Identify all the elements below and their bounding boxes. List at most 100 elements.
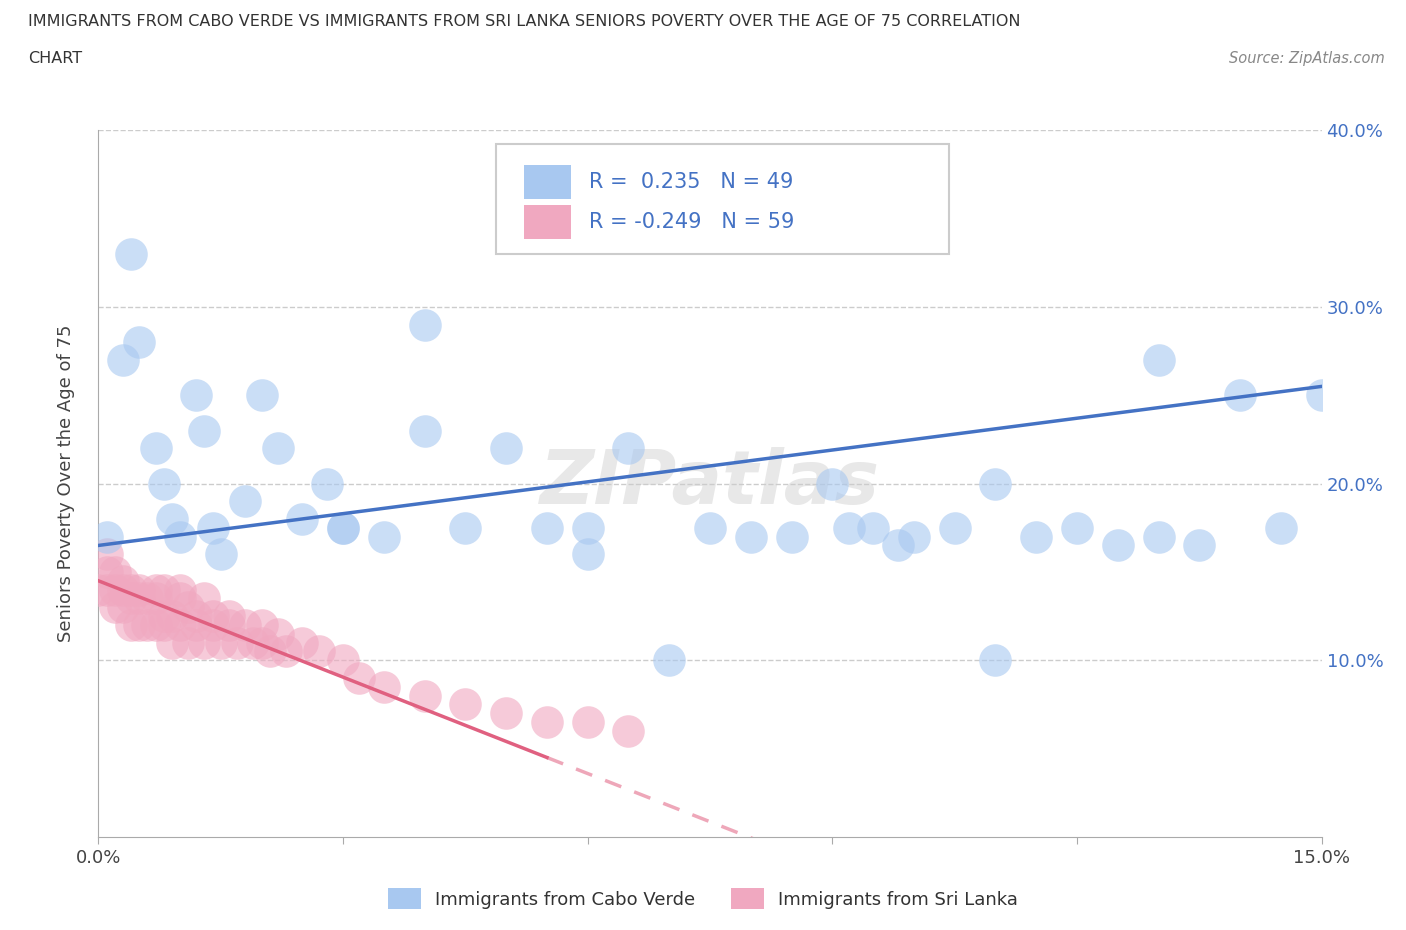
FancyBboxPatch shape bbox=[496, 144, 949, 254]
Text: R =  0.235   N = 49: R = 0.235 N = 49 bbox=[589, 172, 793, 192]
Point bbox=[186, 618, 208, 632]
Point bbox=[160, 635, 183, 650]
Point bbox=[152, 609, 174, 624]
Point bbox=[250, 388, 273, 403]
Point bbox=[332, 521, 354, 536]
Point bbox=[226, 635, 249, 650]
Point bbox=[780, 529, 803, 544]
Point bbox=[332, 653, 354, 668]
Point bbox=[145, 582, 167, 597]
Bar bbox=[524, 206, 571, 239]
Point bbox=[617, 441, 640, 456]
Point bbox=[1025, 529, 1047, 544]
Point bbox=[169, 591, 191, 606]
Point bbox=[349, 671, 371, 685]
Point bbox=[617, 724, 640, 738]
Point bbox=[454, 698, 477, 712]
Point bbox=[495, 706, 517, 721]
Point bbox=[193, 591, 215, 606]
Point bbox=[128, 335, 150, 350]
Point bbox=[169, 582, 191, 597]
Point bbox=[943, 521, 966, 536]
Point bbox=[699, 521, 721, 536]
Point bbox=[291, 512, 314, 526]
Point bbox=[308, 644, 330, 659]
Point bbox=[233, 494, 256, 509]
Point bbox=[218, 609, 240, 624]
Point bbox=[152, 476, 174, 491]
Point bbox=[120, 582, 142, 597]
Point bbox=[104, 565, 127, 579]
Point bbox=[186, 388, 208, 403]
Point bbox=[152, 582, 174, 597]
Point bbox=[177, 600, 200, 615]
Point bbox=[104, 582, 127, 597]
Point bbox=[903, 529, 925, 544]
Point bbox=[315, 476, 337, 491]
Point bbox=[136, 591, 159, 606]
Point bbox=[193, 423, 215, 438]
Point bbox=[984, 653, 1007, 668]
Point bbox=[1310, 388, 1333, 403]
Text: R = -0.249   N = 59: R = -0.249 N = 59 bbox=[589, 212, 794, 232]
Point bbox=[1066, 521, 1088, 536]
Point bbox=[186, 609, 208, 624]
Point bbox=[136, 618, 159, 632]
Point bbox=[250, 618, 273, 632]
Point bbox=[128, 591, 150, 606]
Point bbox=[169, 529, 191, 544]
Point bbox=[128, 618, 150, 632]
Point bbox=[201, 618, 224, 632]
Point bbox=[1188, 538, 1211, 552]
Point bbox=[267, 627, 290, 642]
Point bbox=[838, 521, 860, 536]
Point bbox=[193, 635, 215, 650]
Point bbox=[1107, 538, 1129, 552]
Point bbox=[145, 618, 167, 632]
Point bbox=[177, 635, 200, 650]
Point bbox=[128, 582, 150, 597]
Point bbox=[373, 529, 395, 544]
Point bbox=[536, 521, 558, 536]
Point bbox=[332, 521, 354, 536]
Point bbox=[111, 582, 134, 597]
Point bbox=[658, 653, 681, 668]
Point bbox=[111, 352, 134, 367]
Bar bbox=[524, 165, 571, 199]
Point bbox=[111, 600, 134, 615]
Point bbox=[413, 317, 436, 332]
Point bbox=[413, 423, 436, 438]
Text: Source: ZipAtlas.com: Source: ZipAtlas.com bbox=[1229, 51, 1385, 66]
Point bbox=[536, 714, 558, 729]
Point bbox=[576, 714, 599, 729]
Point bbox=[201, 609, 224, 624]
Point bbox=[413, 688, 436, 703]
Point bbox=[373, 679, 395, 694]
Point bbox=[1147, 529, 1170, 544]
Point bbox=[576, 521, 599, 536]
Point bbox=[1229, 388, 1251, 403]
Point bbox=[104, 600, 127, 615]
Point bbox=[886, 538, 908, 552]
Point bbox=[96, 529, 118, 544]
Text: CHART: CHART bbox=[28, 51, 82, 66]
Point bbox=[821, 476, 844, 491]
Point bbox=[96, 547, 118, 562]
Point bbox=[160, 609, 183, 624]
Point bbox=[201, 521, 224, 536]
Point bbox=[87, 582, 110, 597]
Point bbox=[160, 512, 183, 526]
Point bbox=[120, 246, 142, 261]
Point bbox=[576, 547, 599, 562]
Point bbox=[111, 573, 134, 589]
Point bbox=[120, 618, 142, 632]
Point bbox=[1270, 521, 1292, 536]
Point bbox=[145, 441, 167, 456]
Point bbox=[495, 441, 517, 456]
Point bbox=[218, 618, 240, 632]
Point bbox=[259, 644, 281, 659]
Y-axis label: Seniors Poverty Over the Age of 75: Seniors Poverty Over the Age of 75 bbox=[56, 325, 75, 643]
Point bbox=[96, 582, 118, 597]
Point bbox=[1147, 352, 1170, 367]
Point bbox=[740, 529, 762, 544]
